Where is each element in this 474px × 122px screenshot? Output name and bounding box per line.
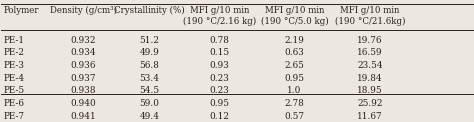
Text: 49.4: 49.4 [139, 112, 159, 121]
Text: 0.941: 0.941 [71, 112, 96, 121]
Text: Polymer: Polymer [4, 6, 39, 15]
Text: 1.0: 1.0 [287, 86, 302, 96]
Text: Crystallinity (%): Crystallinity (%) [114, 6, 185, 15]
Text: PE-4: PE-4 [4, 74, 25, 83]
Text: PE-6: PE-6 [4, 99, 25, 108]
Text: Density (g/cm³): Density (g/cm³) [50, 6, 117, 15]
Text: 56.8: 56.8 [139, 61, 159, 70]
Text: 53.4: 53.4 [139, 74, 159, 83]
Text: 0.57: 0.57 [284, 112, 305, 121]
Text: PE-1: PE-1 [4, 36, 25, 45]
Text: 18.95: 18.95 [357, 86, 383, 96]
Text: 2.78: 2.78 [285, 99, 304, 108]
Text: 0.937: 0.937 [71, 74, 96, 83]
Text: 19.76: 19.76 [357, 36, 383, 45]
Text: MFI g/10 min
(190 °C/5.0 kg): MFI g/10 min (190 °C/5.0 kg) [261, 6, 328, 26]
Text: 0.95: 0.95 [284, 74, 305, 83]
Text: 0.940: 0.940 [71, 99, 96, 108]
Text: 19.84: 19.84 [357, 74, 383, 83]
Text: 0.93: 0.93 [209, 61, 229, 70]
Text: 16.59: 16.59 [357, 48, 383, 57]
Text: PE-7: PE-7 [4, 112, 25, 121]
Text: 11.67: 11.67 [357, 112, 383, 121]
Text: 0.938: 0.938 [71, 86, 96, 96]
Text: 0.23: 0.23 [209, 74, 229, 83]
Text: MFI g/10 min
(190 °C/21.6kg): MFI g/10 min (190 °C/21.6kg) [335, 6, 405, 26]
Text: 0.95: 0.95 [209, 99, 229, 108]
Text: 25.92: 25.92 [357, 99, 383, 108]
Text: 23.54: 23.54 [357, 61, 383, 70]
Text: 0.23: 0.23 [209, 86, 229, 96]
Text: 0.78: 0.78 [209, 36, 229, 45]
Text: 2.65: 2.65 [285, 61, 304, 70]
Text: 0.936: 0.936 [71, 61, 96, 70]
Text: 0.15: 0.15 [209, 48, 229, 57]
Text: 0.12: 0.12 [209, 112, 229, 121]
Text: 0.934: 0.934 [71, 48, 96, 57]
Text: 51.2: 51.2 [139, 36, 159, 45]
Text: 54.5: 54.5 [139, 86, 159, 96]
Text: 49.9: 49.9 [139, 48, 159, 57]
Text: MFI g/10 min
(190 °C/2.16 kg): MFI g/10 min (190 °C/2.16 kg) [182, 6, 256, 26]
Text: PE-2: PE-2 [4, 48, 25, 57]
Text: 0.932: 0.932 [71, 36, 96, 45]
Text: 59.0: 59.0 [139, 99, 159, 108]
Text: 0.63: 0.63 [285, 48, 304, 57]
Text: PE-3: PE-3 [4, 61, 25, 70]
Text: PE-5: PE-5 [4, 86, 25, 96]
Text: 2.19: 2.19 [285, 36, 304, 45]
